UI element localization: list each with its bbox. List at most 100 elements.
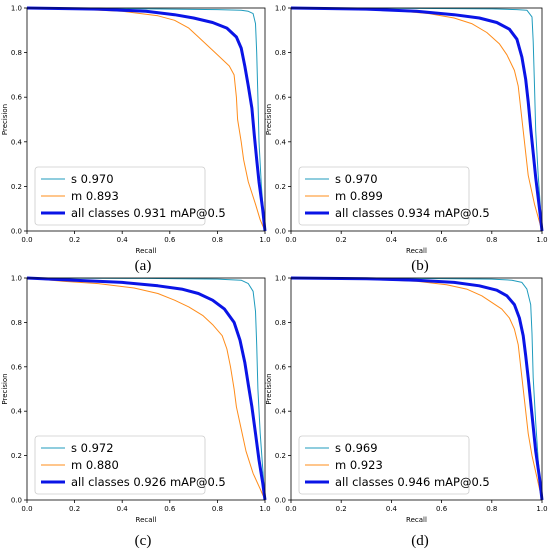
panel-caption: (c) xyxy=(135,533,152,549)
x-tick-label: 1.0 xyxy=(536,505,547,513)
x-tick-label: 0.0 xyxy=(285,505,296,513)
x-tick-label: 0.4 xyxy=(117,236,129,244)
x-tick-label: 0.2 xyxy=(336,505,347,513)
x-tick-label: 0.4 xyxy=(117,505,129,513)
y-axis-title: Precision xyxy=(1,373,9,404)
y-tick-label: 1.0 xyxy=(11,5,22,13)
x-tick-label: 0.6 xyxy=(436,505,448,513)
y-tick-label: 0.2 xyxy=(275,452,286,460)
series-line xyxy=(290,277,543,501)
x-tick-label: 0.6 xyxy=(436,236,448,244)
x-tick-label: 0.2 xyxy=(69,236,80,244)
x-tick-label: 0.0 xyxy=(285,236,296,244)
y-tick-label: 0.2 xyxy=(11,183,22,191)
y-axis-title: Precision xyxy=(1,104,9,135)
y-tick-label: 0.6 xyxy=(275,363,287,371)
series-line xyxy=(26,7,266,232)
x-tick-label: 0.4 xyxy=(386,236,398,244)
legend: s 0.972 m 0.880 all classes 0.926 mAP@0.5 xyxy=(34,435,226,495)
x-tick-label: 1.0 xyxy=(536,236,547,244)
chart-panel: 0.0 0.2 0.4 0.6 0.8 1.0 0.0 0.2 0.4 0.6 0.8 1.0 Reca… xyxy=(265,5,548,275)
legend-label: s 0.970 xyxy=(335,172,378,186)
plot-frame xyxy=(290,7,543,232)
series-line xyxy=(290,6,544,232)
x-tick-label: 1.0 xyxy=(259,236,270,244)
legend-box xyxy=(298,435,470,495)
plot-frame xyxy=(26,7,266,232)
chart-panel: 0.0 0.2 0.4 0.6 0.8 1.0 0.0 0.2 0.4 0.6 0.8 1.0 Reca… xyxy=(265,275,548,550)
y-tick-label: 0.8 xyxy=(11,49,22,57)
x-tick-label: 0.4 xyxy=(386,505,398,513)
x-tick-label: 1.0 xyxy=(259,505,270,513)
y-tick-label: 0.6 xyxy=(11,94,23,102)
legend-label: all classes 0.926 mAP@0.5 xyxy=(71,475,226,489)
x-tick-label: 0.2 xyxy=(336,236,347,244)
y-tick-label: 1.0 xyxy=(275,275,286,283)
legend-box xyxy=(34,166,206,226)
x-axis-title: Recall xyxy=(406,516,427,524)
series-line xyxy=(290,277,543,501)
x-tick-label: 0.2 xyxy=(69,505,80,513)
legend: s 0.970 m 0.893 all classes 0.931 mAP@0.5 xyxy=(34,166,226,226)
x-tick-label: 0.0 xyxy=(21,505,32,513)
plot-frame xyxy=(290,277,543,501)
legend-label: m 0.899 xyxy=(335,189,383,203)
y-tick-label: 0.0 xyxy=(11,497,22,505)
y-axis-title: Precision xyxy=(265,373,273,404)
series-line xyxy=(290,7,543,232)
legend-box xyxy=(298,166,470,226)
series-line xyxy=(26,7,266,232)
x-axis-title: Recall xyxy=(136,516,157,524)
y-tick-label: 0.0 xyxy=(275,228,286,236)
x-tick-label: 0.8 xyxy=(212,236,223,244)
x-tick-label: 0.8 xyxy=(486,505,497,513)
x-tick-label: 0.6 xyxy=(164,236,176,244)
y-tick-label: 0.8 xyxy=(275,319,286,327)
series-line xyxy=(26,277,266,501)
series-line xyxy=(290,276,544,501)
y-tick-label: 0.0 xyxy=(11,228,22,236)
x-tick-label: 0.8 xyxy=(486,236,497,244)
legend-label: s 0.970 xyxy=(71,172,114,186)
series-line xyxy=(26,276,267,501)
legend: s 0.969 m 0.923 all classes 0.946 mAP@0.5 xyxy=(298,435,490,495)
y-tick-label: 1.0 xyxy=(275,5,286,13)
legend-label: m 0.893 xyxy=(71,189,119,203)
legend-label: m 0.880 xyxy=(71,458,119,472)
y-tick-label: 0.4 xyxy=(275,408,287,416)
x-axis-title: Recall xyxy=(406,247,427,255)
x-tick-label: 0.8 xyxy=(212,505,223,513)
y-tick-label: 0.4 xyxy=(275,138,287,146)
y-tick-label: 0.6 xyxy=(275,94,287,102)
y-tick-label: 0.2 xyxy=(275,183,286,191)
x-axis-title: Recall xyxy=(136,247,157,255)
chart-panel: 0.0 0.2 0.4 0.6 0.8 1.0 0.0 0.2 0.4 0.6 0.8 1.0 Reca… xyxy=(1,275,271,550)
legend-label: all classes 0.934 mAP@0.5 xyxy=(335,206,490,220)
y-tick-label: 0.8 xyxy=(275,49,286,57)
legend-label: all classes 0.946 mAP@0.5 xyxy=(335,475,490,489)
plot-frame xyxy=(26,277,266,501)
legend-label: all classes 0.931 mAP@0.5 xyxy=(71,206,226,220)
y-tick-label: 0.0 xyxy=(275,497,286,505)
y-axis-title: Precision xyxy=(265,104,273,135)
panel-caption: (d) xyxy=(411,533,429,549)
panel-caption: (a) xyxy=(135,258,152,274)
chart-panel: 0.0 0.2 0.4 0.6 0.8 1.0 0.0 0.2 0.4 0.6 0.8 1.0 Reca… xyxy=(1,5,271,275)
y-tick-label: 0.2 xyxy=(11,452,22,460)
y-tick-label: 0.6 xyxy=(11,363,23,371)
x-tick-label: 0.0 xyxy=(21,236,32,244)
y-tick-label: 0.8 xyxy=(11,319,22,327)
legend-label: s 0.969 xyxy=(335,441,378,455)
legend: s 0.970 m 0.899 all classes 0.934 mAP@0.5 xyxy=(298,166,490,226)
series-line xyxy=(26,6,267,232)
legend-label: m 0.923 xyxy=(335,458,383,472)
y-tick-label: 1.0 xyxy=(11,275,22,283)
y-tick-label: 0.4 xyxy=(11,408,23,416)
panel-caption: (b) xyxy=(411,258,429,274)
x-tick-label: 0.6 xyxy=(164,505,176,513)
series-line xyxy=(26,277,266,501)
legend-box xyxy=(34,435,206,495)
legend-label: s 0.972 xyxy=(71,441,114,455)
y-tick-label: 0.4 xyxy=(11,138,23,146)
